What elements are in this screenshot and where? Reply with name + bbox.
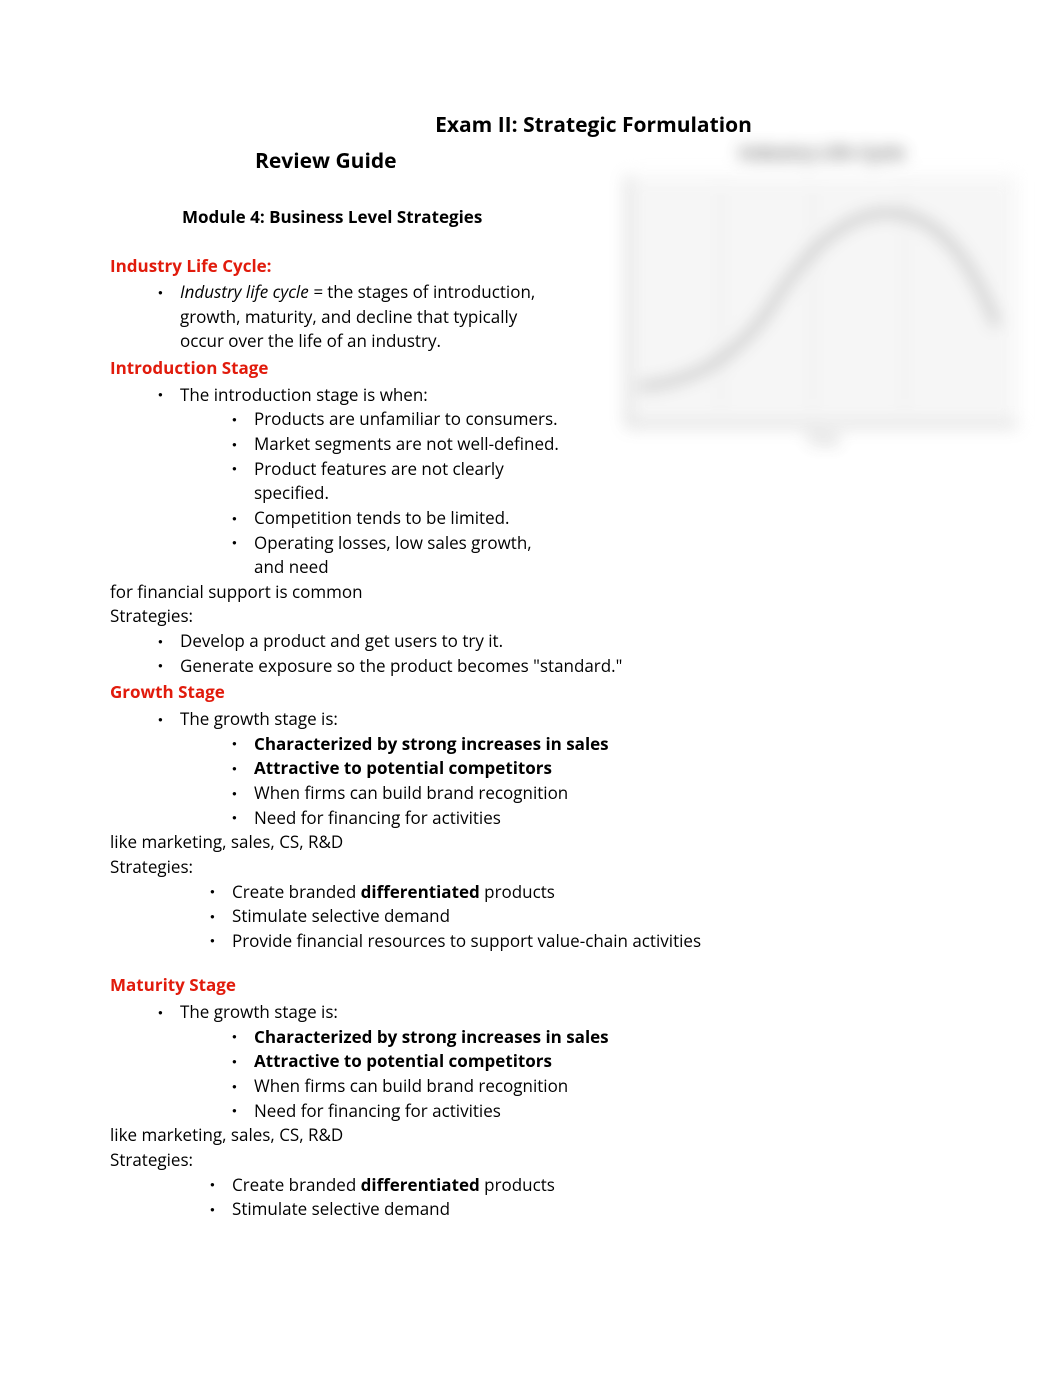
- list-item: Create branded differentiated products: [210, 880, 952, 905]
- list-intro-strategies: Develop a product and get users to try i…: [158, 629, 952, 678]
- item-text: The introduction stage is when:: [180, 383, 428, 406]
- list-item: When firms can build brand recognition: [232, 781, 952, 806]
- list-item: Provide financial resources to support v…: [210, 929, 952, 954]
- chart-title: Industry Life Cycle: [627, 140, 1017, 166]
- industry-life-cycle-chart: Industry Life Cycle Time: [627, 140, 1017, 435]
- section-heading-growth: Growth Stage: [110, 680, 952, 705]
- list-item: Market segments are not well-defined.: [232, 432, 565, 457]
- list-item: Competition tends to be limited.: [232, 506, 565, 531]
- list-item: The growth stage is: Characterized by st…: [158, 707, 952, 830]
- list-maturity: The growth stage is: Characterized by st…: [158, 1000, 952, 1123]
- continuation-text: for financial support is common: [110, 580, 952, 605]
- continuation-text: like marketing, sales, CS, R&D: [110, 1123, 952, 1148]
- list-maturity-strategies: Create branded differentiated products S…: [210, 1173, 952, 1222]
- list-item: Stimulate selective demand: [210, 1197, 952, 1222]
- strategies-label: Strategies:: [110, 1148, 952, 1173]
- list-item: Products are unfamiliar to consumers.: [232, 407, 565, 432]
- list-item: Industry life cycle = the stages of intr…: [158, 280, 565, 354]
- chart-plot-area: Time: [627, 176, 1017, 426]
- chart-x-label: Time: [807, 430, 839, 450]
- list-ilc: Industry life cycle = the stages of intr…: [158, 280, 565, 354]
- list-item: Need for financing for activities: [232, 1099, 952, 1124]
- list-item: Create branded differentiated products: [210, 1173, 952, 1198]
- list-item: Attractive to potential competitors: [232, 1049, 952, 1074]
- list-item: Stimulate selective demand: [210, 904, 952, 929]
- list-item: Generate exposure so the product becomes…: [158, 654, 952, 679]
- list-growth: The growth stage is: Characterized by st…: [158, 707, 952, 830]
- list-item: Need for financing for activities: [232, 806, 952, 831]
- item-text: The growth stage is:: [180, 707, 338, 730]
- continuation-text: like marketing, sales, CS, R&D: [110, 830, 952, 855]
- list-intro: The introduction stage is when: Products…: [158, 383, 565, 580]
- list-item: Product features are not clearly specifi…: [232, 457, 565, 506]
- list-item: When firms can build brand recognition: [232, 1074, 952, 1099]
- list-item: The introduction stage is when: Products…: [158, 383, 565, 580]
- item-text: The growth stage is:: [180, 1000, 338, 1023]
- list-item: Attractive to potential competitors: [232, 756, 952, 781]
- text-pre: Create branded: [232, 1173, 361, 1196]
- section-heading-maturity: Maturity Stage: [110, 973, 952, 998]
- chart-curve: [639, 213, 996, 387]
- strategies-label: Strategies:: [110, 604, 952, 629]
- list-item: Operating losses, low sales growth, and …: [232, 531, 565, 580]
- sublist-intro: Products are unfamiliar to consumers. Ma…: [232, 407, 565, 579]
- sublist-growth: Characterized by strong increases in sal…: [232, 732, 952, 831]
- text-post: products: [480, 1173, 555, 1196]
- list-item: The growth stage is: Characterized by st…: [158, 1000, 952, 1123]
- list-item: Characterized by strong increases in sal…: [232, 732, 952, 757]
- list-growth-strategies: Create branded differentiated products S…: [210, 880, 952, 954]
- page-title: Exam II: Strategic Formulation: [110, 110, 952, 140]
- strategies-label: Strategies:: [110, 855, 952, 880]
- chart-svg: [629, 176, 1017, 424]
- italic-term: Industry life cycle =: [180, 280, 327, 303]
- text-pre: Create branded: [232, 880, 361, 903]
- list-item: Characterized by strong increases in sal…: [232, 1025, 952, 1050]
- list-item: Develop a product and get users to try i…: [158, 629, 952, 654]
- text-post: products: [480, 880, 555, 903]
- sublist-maturity: Characterized by strong increases in sal…: [232, 1025, 952, 1124]
- text-bold: differentiated: [361, 880, 480, 903]
- text-bold: differentiated: [361, 1173, 480, 1196]
